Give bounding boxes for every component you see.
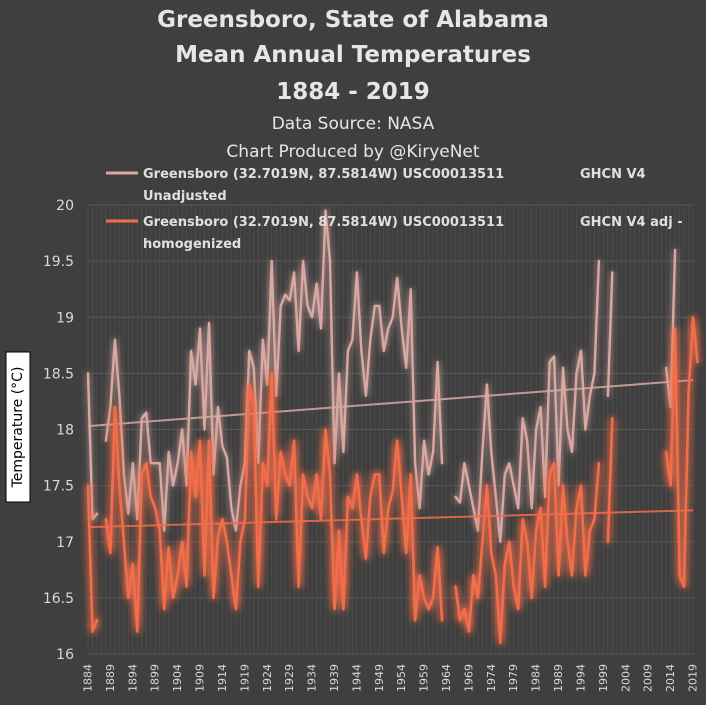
x-tick-label: 1989 <box>552 664 565 692</box>
x-tick-label: 1974 <box>485 664 498 692</box>
y-tick-label: 17.5 <box>43 479 74 495</box>
legend: Greensboro (32.7019N, 87.5814W) USC00013… <box>106 167 683 252</box>
legend-entry-name: Greensboro (32.7019N, 87.5814W) USC00013… <box>143 167 504 182</box>
series-line <box>104 372 444 633</box>
x-tick-label: 2009 <box>642 664 655 692</box>
x-tick-label: 1949 <box>373 664 386 692</box>
y-tick-label: 20 <box>56 198 74 214</box>
x-tick-label: 1909 <box>194 664 207 692</box>
legend-entry-line2: homogenized <box>143 237 241 252</box>
series-line <box>104 209 444 532</box>
trend-line <box>87 379 694 428</box>
series-line <box>606 417 614 544</box>
y-tick-label: 16.5 <box>43 591 74 607</box>
legend-entry-suffix: GHCN V4 adj - <box>580 215 683 230</box>
chart-title-line-1: Greensboro, State of Alabama <box>157 7 549 33</box>
grid <box>87 204 694 655</box>
series-unadjusted <box>86 209 677 543</box>
y-axis-label: Temperature (°C) <box>10 367 26 489</box>
x-tick-label: 1914 <box>216 664 229 692</box>
y-tick-label: 17 <box>56 535 74 551</box>
x-tick-label: 1984 <box>530 664 543 692</box>
x-tick-label: 1999 <box>597 664 610 692</box>
y-tick-label: 19 <box>56 310 74 326</box>
x-tick-label: 1889 <box>104 664 117 692</box>
x-tick-label: 1884 <box>82 664 95 692</box>
y-tick-label: 18 <box>56 423 74 439</box>
series-line <box>606 271 614 397</box>
x-tick-label: 1894 <box>126 664 139 692</box>
y-axis-tick-labels: 16 16.5 17 17.5 18 18.5 19 19.5 20 <box>43 198 74 663</box>
y-tick-label: 19.5 <box>43 254 74 270</box>
x-tick-label: 1899 <box>149 664 162 692</box>
chart-title-line-2: Mean Annual Temperatures <box>175 42 531 68</box>
x-tick-label: 2004 <box>619 664 632 692</box>
x-tick-label: 1924 <box>261 664 274 692</box>
legend-entry-name: Greensboro (32.7019N, 87.5814W) USC00013… <box>143 215 504 230</box>
x-tick-label: 1929 <box>283 664 296 692</box>
title-block: Greensboro, State of Alabama Mean Annual… <box>157 7 549 162</box>
x-axis-tick-labels: 1884 1889 1894 1899 1904 1909 1914 1919 1924 1929… <box>82 664 700 692</box>
series-line <box>86 484 99 633</box>
chart-subtitle-line-2: Chart Produced by @KiryeNet <box>226 142 479 162</box>
x-tick-label: 1954 <box>395 664 408 692</box>
y-tick-label: 16 <box>56 647 74 663</box>
series-line <box>664 248 677 409</box>
trend-line <box>87 509 694 529</box>
series-line <box>664 316 699 588</box>
series-layer <box>86 209 699 645</box>
chart-title-line-3: 1884 - 2019 <box>276 79 430 105</box>
x-tick-label: 1969 <box>462 664 475 692</box>
x-tick-label: 1939 <box>328 664 341 692</box>
series-homogenized <box>86 316 699 645</box>
x-tick-label: 1979 <box>507 664 520 692</box>
x-tick-label: 2019 <box>687 664 700 692</box>
series-line <box>454 259 601 543</box>
x-tick-label: 1934 <box>306 664 319 692</box>
series-line <box>86 372 99 521</box>
legend-entry-line2: Unadjusted <box>143 189 227 204</box>
x-tick-label: 1959 <box>418 664 431 692</box>
x-tick-label: 1904 <box>171 664 184 692</box>
x-tick-label: 2014 <box>664 664 677 692</box>
x-tick-label: 1944 <box>350 664 363 692</box>
chart-subtitle-line-1: Data Source: NASA <box>272 114 435 134</box>
x-tick-label: 1994 <box>574 664 587 692</box>
legend-entry-suffix: GHCN V4 <box>580 167 646 182</box>
x-tick-label: 1919 <box>238 664 251 692</box>
x-tick-label: 1964 <box>440 664 453 692</box>
series-line <box>454 461 601 645</box>
y-axis-label-box: Temperature (°C) <box>5 351 31 503</box>
y-tick-label: 18.5 <box>43 366 74 382</box>
